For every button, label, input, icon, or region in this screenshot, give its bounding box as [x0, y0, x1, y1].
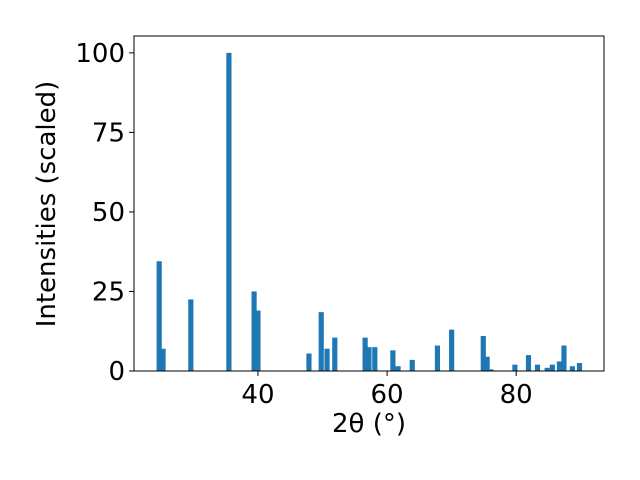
bar: [332, 337, 338, 371]
bar: [395, 366, 401, 371]
bar: [484, 356, 490, 371]
bar: [188, 299, 194, 371]
bar: [561, 345, 567, 371]
bar: [362, 337, 368, 371]
y-tick-label: 75: [92, 118, 125, 148]
bar: [544, 367, 550, 371]
y-tick-label: 100: [75, 39, 125, 69]
y-tick-label: 50: [92, 198, 125, 228]
bar: [255, 310, 261, 371]
bar: [512, 364, 518, 371]
bar: [434, 345, 441, 371]
bar: [160, 348, 166, 371]
bar: [372, 347, 378, 371]
bar: [556, 361, 563, 371]
bar: [366, 347, 372, 371]
bar: [569, 366, 575, 371]
bar: [318, 312, 324, 371]
x-axis-label: 2θ (°): [332, 409, 406, 439]
y-tick-label: 0: [108, 357, 125, 387]
bar: [390, 350, 396, 371]
bar: [488, 369, 494, 371]
x-tick-label: 60: [371, 380, 404, 410]
bar: [251, 291, 257, 371]
bar: [480, 336, 486, 371]
bar: [549, 364, 555, 371]
y-tick-label: 25: [92, 277, 125, 307]
bar: [306, 353, 312, 371]
x-tick-label: 80: [500, 380, 533, 410]
bar: [449, 329, 455, 371]
x-tick-label: 40: [241, 380, 274, 410]
bar: [226, 52, 232, 371]
bar: [409, 359, 415, 371]
bar: [534, 364, 541, 371]
bar: [324, 348, 330, 371]
bar: [576, 363, 583, 371]
bar: [156, 261, 162, 371]
y-axis-label: Intensities (scaled): [32, 81, 62, 328]
plot-frame: [133, 35, 605, 372]
bar: [525, 355, 532, 371]
